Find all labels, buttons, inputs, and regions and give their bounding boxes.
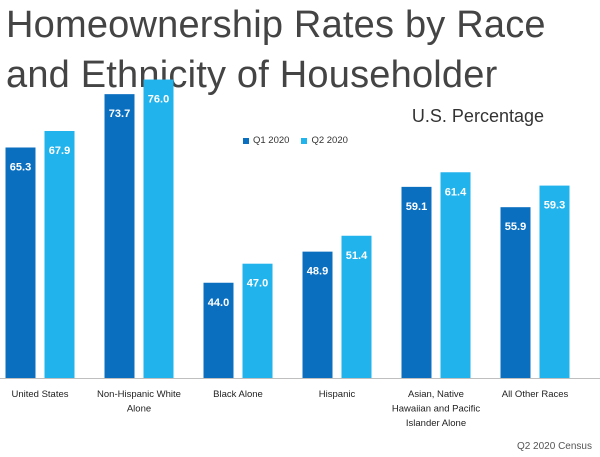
legend-swatch-q1 <box>243 137 249 144</box>
category-label-line: Alone <box>127 404 151 415</box>
category-label-line: Islander Alone <box>406 418 466 429</box>
category-label-1: Non-Hispanic White Alone <box>97 389 181 415</box>
category-label-line: Hispanic <box>319 389 356 400</box>
category-labels-layer: United States Non-Hispanic White Alone Blac… <box>11 389 568 429</box>
legend-label-q2: Q2 2020 <box>311 135 348 146</box>
chart-subtitle: U.S. Percentage <box>411 106 544 126</box>
bar-q1-2 <box>203 282 234 378</box>
category-label-3: Hispanic <box>319 389 356 400</box>
legend-item-q1: Q1 2020 <box>243 135 289 146</box>
bar-value-label-q1-2: 44.0 <box>208 297 229 309</box>
bar-value-label-q1-0: 65.3 <box>10 161 31 173</box>
legend-swatch-q2 <box>301 137 308 144</box>
category-label-5: All Other Races <box>502 389 569 400</box>
bar-q1-5 <box>500 207 531 378</box>
bar-value-label-q1-1: 73.7 <box>109 108 130 120</box>
chart-title: Homeownership Rates by Race and Ethnicit… <box>6 0 596 100</box>
bar-q1-3 <box>302 251 333 378</box>
category-label-line: Black Alone <box>213 389 263 400</box>
bars-layer: 65.3 67.9 73.7 76.0 44.0 47.0 48.9 51.4 59.1 61.4… <box>5 79 570 379</box>
bar-q1-0 <box>5 147 36 378</box>
bar-value-label-q2-1: 76.0 <box>148 94 169 106</box>
bar-q1-1 <box>104 94 135 378</box>
bar-q2-0 <box>44 130 75 378</box>
source-note: Q2 2020 Census <box>516 441 592 452</box>
category-label-line: Hawaiian and Pacific <box>392 404 480 415</box>
bar-q1-4 <box>401 186 432 378</box>
chart-title-line-1: Homeownership Rates by Race <box>6 4 546 46</box>
category-label-line: Non-Hispanic White <box>97 389 181 400</box>
legend-item-q2: Q2 2020 <box>301 135 348 146</box>
chart-title-line-2: and Ethnicity of Householder <box>6 54 498 96</box>
bar-value-label-q2-4: 61.4 <box>445 186 467 198</box>
bar-value-label-q1-4: 59.1 <box>406 201 427 213</box>
category-label-line: Asian, Native <box>408 389 464 400</box>
category-label-4: Asian, Native Hawaiian and Pacific Islande… <box>392 389 480 429</box>
legend-label-q1: Q1 2020 <box>253 135 290 146</box>
category-label-line: All Other Races <box>502 389 569 400</box>
chart-legend: Q1 2020 Q2 2020 <box>243 135 360 146</box>
category-label-0: United States <box>11 389 68 400</box>
bar-q2-3 <box>341 235 372 378</box>
category-label-2: Black Alone <box>213 389 263 400</box>
bar-q2-2 <box>242 263 273 378</box>
bar-value-label-q1-5: 55.9 <box>505 221 526 233</box>
category-label-line: United States <box>11 389 68 400</box>
bar-q2-1 <box>143 79 174 379</box>
bar-value-label-q2-2: 47.0 <box>247 278 268 290</box>
bar-value-label-q2-3: 51.4 <box>346 250 368 262</box>
bar-q2-5 <box>539 185 570 378</box>
bar-value-label-q2-0: 67.9 <box>49 145 70 157</box>
bar-value-label-q2-5: 59.3 <box>544 200 565 212</box>
bar-value-label-q1-3: 48.9 <box>307 266 328 278</box>
bar-q2-4 <box>440 172 471 378</box>
